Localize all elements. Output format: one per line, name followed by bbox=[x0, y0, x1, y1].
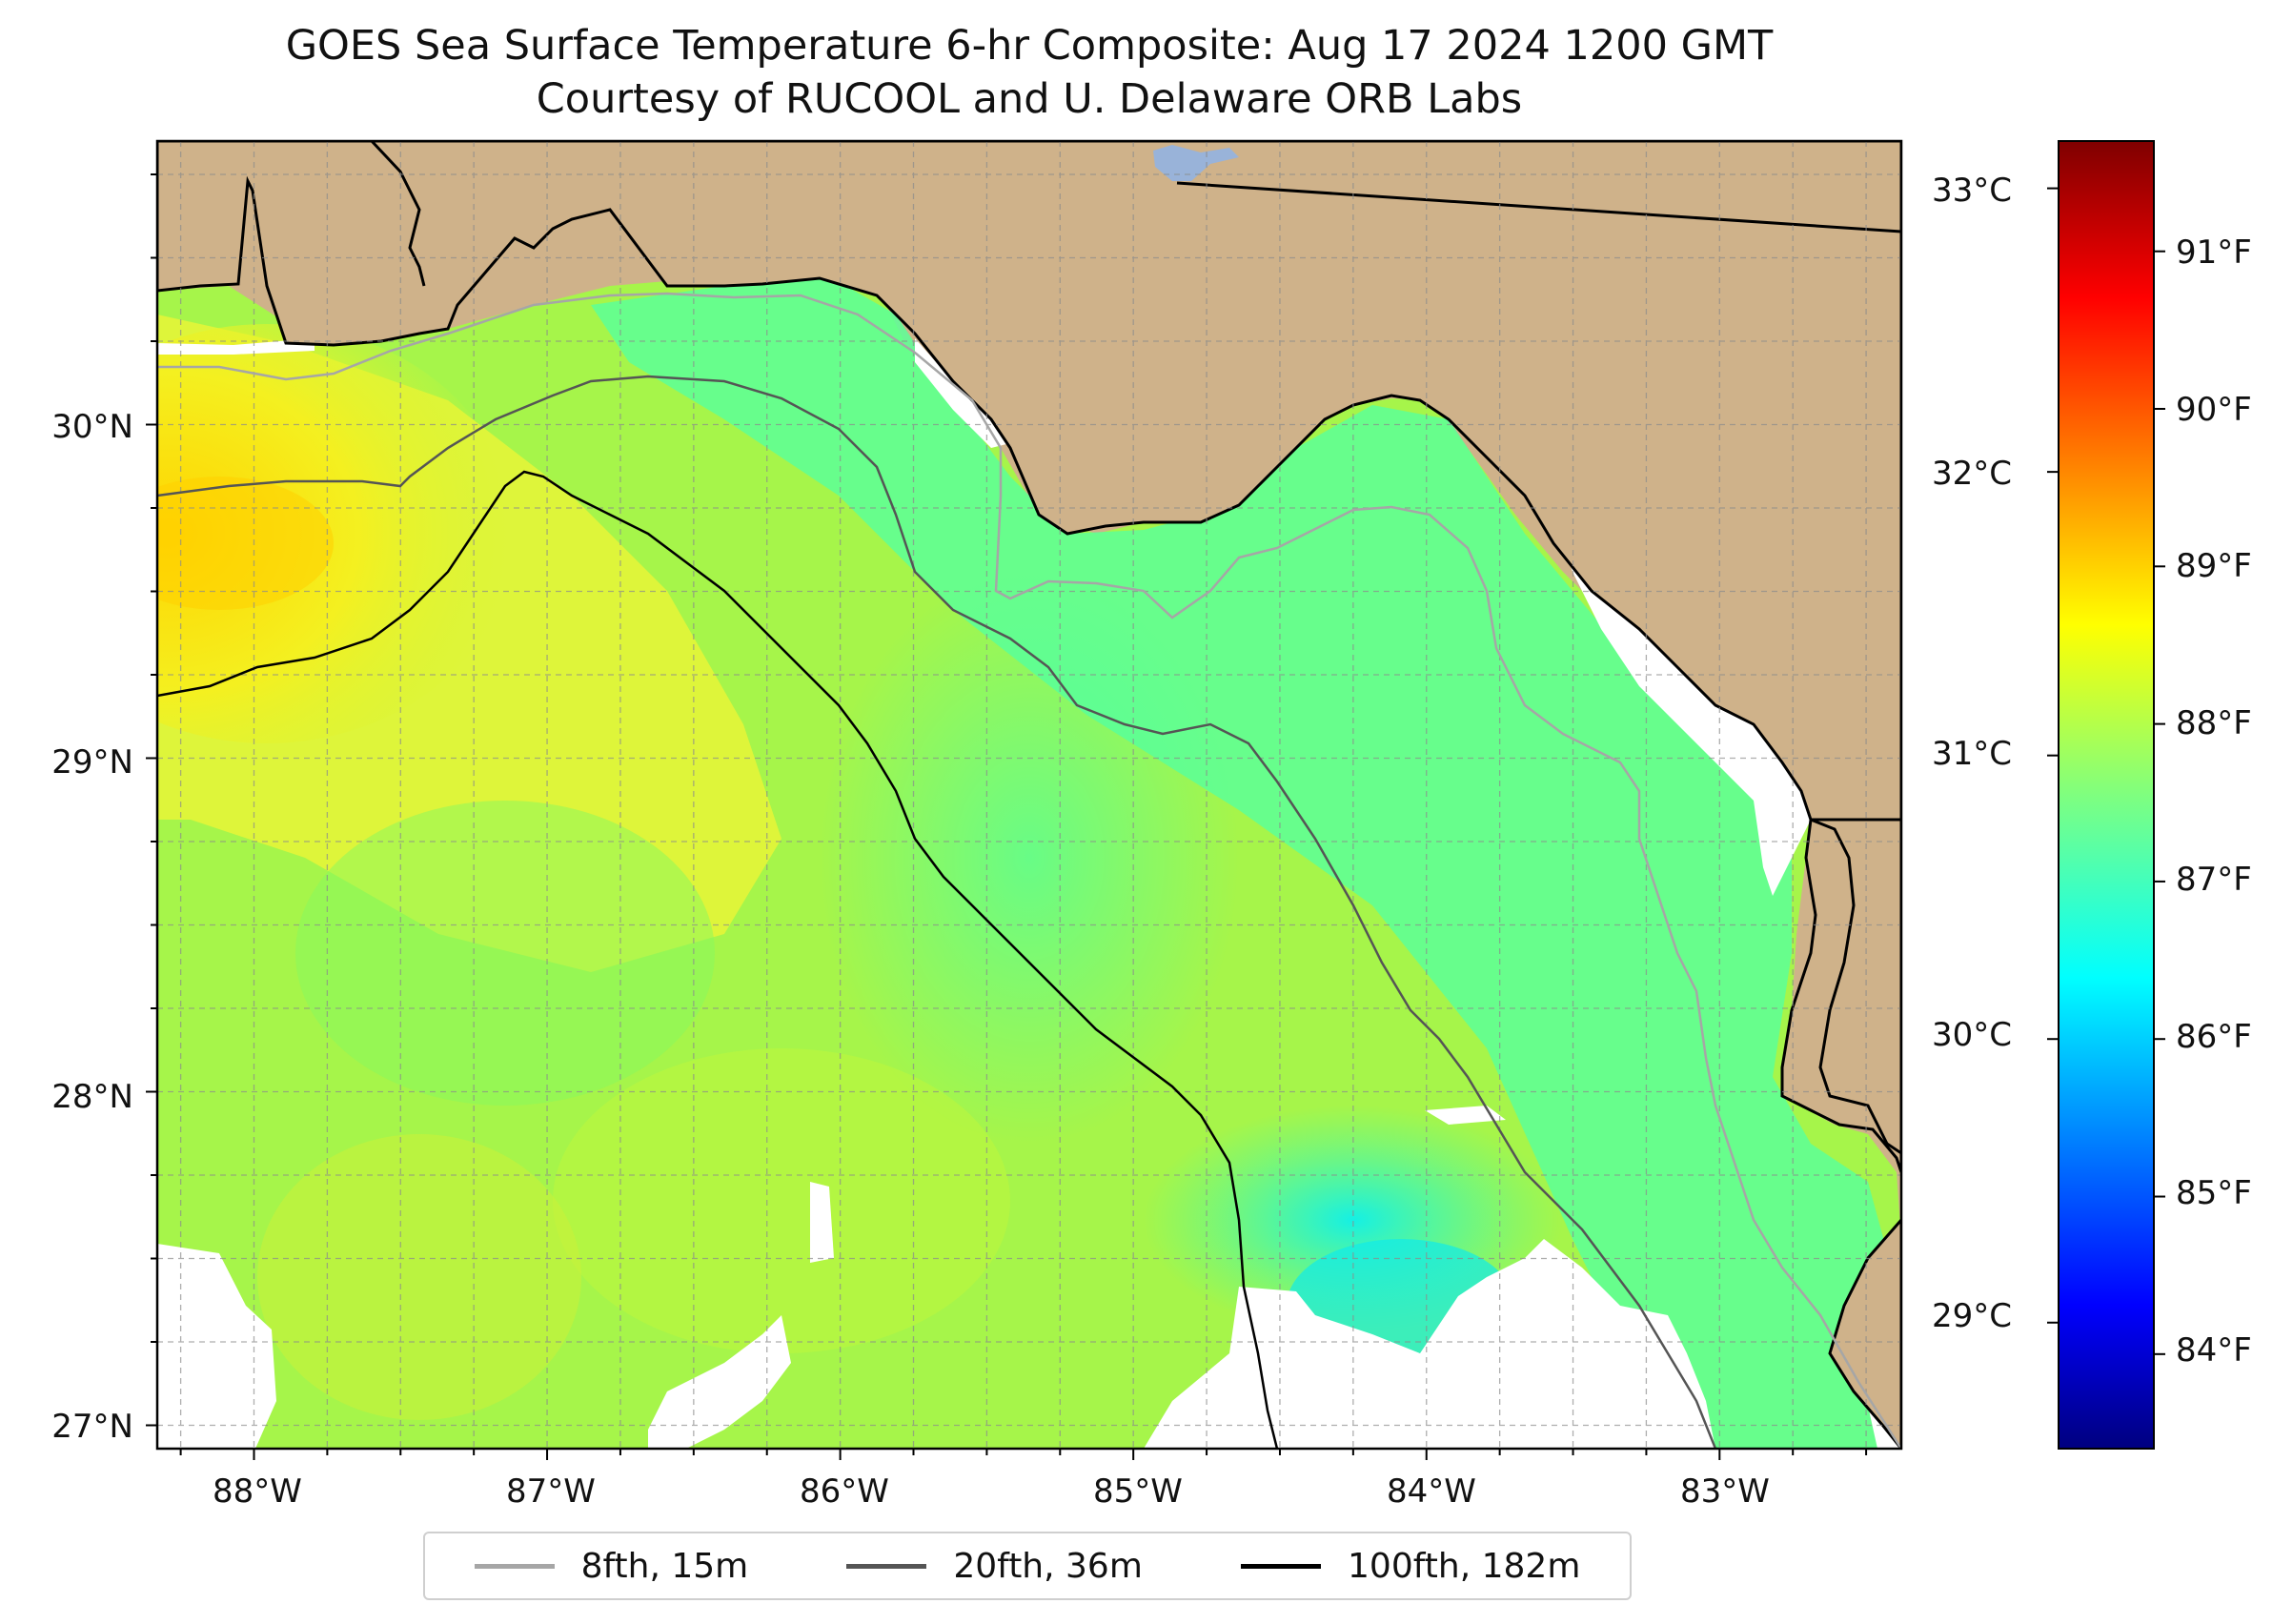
isobath-100fth bbox=[157, 470, 1279, 1449]
coastline bbox=[157, 141, 1901, 1173]
legend-label-100fth: 100fth, 182m bbox=[1348, 1546, 1581, 1586]
lat-label-30n: 30°N bbox=[51, 408, 133, 446]
sst-warm-core bbox=[157, 324, 515, 743]
lon-label-83w: 83°W bbox=[1680, 1472, 1770, 1511]
lat-label-29n: 29°N bbox=[51, 743, 133, 782]
cb-fahrenheit-84: 84°F bbox=[2176, 1331, 2252, 1370]
cb-celsius-31: 31°C bbox=[1932, 735, 2013, 773]
cb-fahrenheit-91: 91°F bbox=[2176, 233, 2252, 272]
state-border bbox=[370, 141, 1901, 287]
legend-item-100fth: 100fth, 182m bbox=[1241, 1547, 1580, 1586]
isobath-8fth bbox=[157, 292, 1901, 1449]
map-title: GOES Sea Surface Temperature 6-hr Compos… bbox=[285, 22, 1774, 70]
legend-item-20fth: 20fth, 36m bbox=[846, 1547, 1143, 1586]
cb-fahrenheit-87: 87°F bbox=[2176, 861, 2252, 899]
legend-label-8fth: 8fth, 15m bbox=[580, 1546, 749, 1586]
map-frame bbox=[155, 139, 1903, 1451]
cb-celsius-29: 29°C bbox=[1932, 1297, 2013, 1335]
legend-swatch-20fth bbox=[846, 1563, 927, 1569]
cb-celsius-32: 32°C bbox=[1932, 455, 2013, 493]
lon-label-88w: 88°W bbox=[213, 1472, 302, 1511]
legend-swatch-100fth bbox=[1241, 1563, 1322, 1569]
legend-swatch-8fth bbox=[474, 1563, 555, 1569]
cb-celsius-30: 30°C bbox=[1932, 1016, 2013, 1054]
lon-label-85w: 85°W bbox=[1093, 1472, 1183, 1511]
axis-ticks bbox=[146, 173, 1868, 1460]
grid-lines bbox=[157, 141, 1901, 1449]
legend-label-20fth: 20fth, 36m bbox=[953, 1546, 1143, 1586]
lat-label-27n: 27°N bbox=[51, 1408, 133, 1446]
map-subtitle: Courtesy of RUCOOL and U. Delaware ORB L… bbox=[536, 75, 1523, 123]
legend-item-8fth: 8fth, 15m bbox=[474, 1546, 749, 1586]
cb-celsius-33: 33°C bbox=[1932, 172, 2013, 210]
cb-fahrenheit-88: 88°F bbox=[2176, 704, 2252, 742]
cb-fahrenheit-90: 90°F bbox=[2176, 391, 2252, 429]
lon-label-86w: 86°W bbox=[800, 1472, 889, 1511]
lat-label-28n: 28°N bbox=[51, 1078, 133, 1116]
isobath-20fth bbox=[157, 375, 1717, 1449]
isobath-legend: 8fth, 15m 20fth, 36m 100fth, 182m bbox=[423, 1532, 1632, 1600]
cb-fahrenheit-86: 86°F bbox=[2176, 1018, 2252, 1056]
sst-shelf-cool bbox=[591, 276, 1901, 1449]
colorbar-ticks bbox=[2047, 187, 2165, 1355]
lon-label-87w: 87°W bbox=[506, 1472, 596, 1511]
cb-fahrenheit-89: 89°F bbox=[2176, 547, 2252, 585]
lon-label-84w: 84°W bbox=[1387, 1472, 1476, 1511]
cb-fahrenheit-85: 85°F bbox=[2176, 1174, 2252, 1212]
lake bbox=[1153, 145, 1239, 181]
colorbar bbox=[2058, 140, 2155, 1450]
